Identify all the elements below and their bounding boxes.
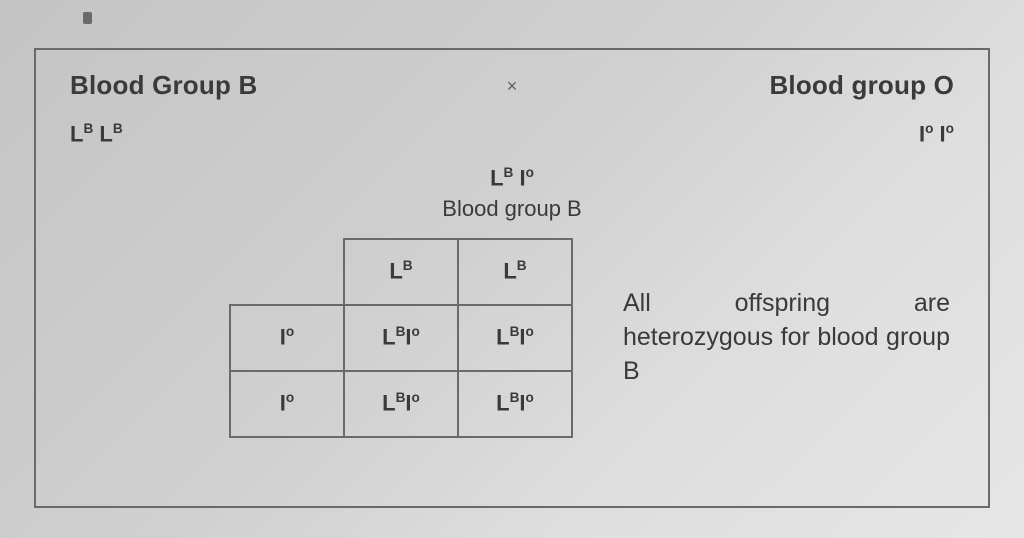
punnett-cell: LBIo (344, 305, 458, 371)
allele-base: L (496, 391, 509, 416)
allele-sup: B (396, 390, 406, 405)
genetics-panel: Blood Group B LB LB × Blood group O Io I… (34, 48, 990, 508)
allele-base: L (382, 325, 395, 350)
allele-base: L (382, 391, 395, 416)
allele-base: L (99, 121, 112, 146)
cross-symbol-col: × (369, 70, 656, 97)
allele-base: L (503, 259, 516, 284)
stray-mark (83, 12, 92, 24)
allele-sup: o (526, 165, 534, 180)
allele-sup: o (412, 390, 420, 405)
allele-sup: o (526, 390, 534, 405)
allele-sup: o (412, 324, 420, 339)
allele-sup: o (526, 324, 534, 339)
allele-sup: B (83, 121, 93, 136)
allele-sup: o (286, 390, 294, 405)
allele-base: L (389, 259, 402, 284)
punnett-table: LB LB Io LBIo LBIo (229, 238, 573, 438)
parent-left-genotype: LB LB (70, 121, 357, 147)
allele-sup: B (403, 258, 413, 273)
page: Blood Group B LB LB × Blood group O Io I… (0, 0, 1024, 538)
allele-sup: B (504, 165, 514, 180)
punnett-row-header: Io (230, 371, 344, 437)
parent-right-genotype: Io Io (667, 121, 954, 147)
offspring-phenotype: Blood group B (64, 196, 960, 222)
punnett-col-header: LB (458, 239, 572, 305)
allele-base: L (70, 121, 83, 146)
punnett-cell: LBIo (344, 371, 458, 437)
lower-row: LB LB Io LBIo LBIo (64, 238, 960, 438)
allele-sup: B (510, 324, 520, 339)
allele-sup: B (113, 121, 123, 136)
allele-sup: o (925, 121, 933, 136)
allele-sup: o (286, 324, 294, 339)
allele-sup: B (510, 390, 520, 405)
punnett-row-header: Io (230, 305, 344, 371)
allele-sup: B (396, 324, 406, 339)
punnett-square: LB LB Io LBIo LBIo (229, 238, 573, 438)
punnett-col-header: LB (344, 239, 458, 305)
parent-left-title: Blood Group B (70, 70, 357, 101)
punnett-cell: LBIo (458, 371, 572, 437)
parent-right: Blood group O Io Io (667, 70, 960, 147)
offspring-genotype: LB Io (64, 165, 960, 191)
cross-symbol: × (369, 70, 656, 97)
parents-row: Blood Group B LB LB × Blood group O Io I… (64, 70, 960, 147)
allele-base: L (490, 166, 503, 191)
table-row: LB LB (230, 239, 572, 305)
allele-sup: o (946, 121, 954, 136)
allele-sup: B (517, 258, 527, 273)
punnett-corner (230, 239, 344, 305)
offspring-note: All offspring are heterozygous for blood… (573, 287, 960, 388)
offspring-summary: LB Io Blood group B (64, 165, 960, 221)
parent-left: Blood Group B LB LB (64, 70, 357, 147)
parent-right-title: Blood group O (667, 70, 954, 101)
table-row: Io LBIo LBIo (230, 305, 572, 371)
allele-base: L (496, 325, 509, 350)
punnett-cell: LBIo (458, 305, 572, 371)
table-row: Io LBIo LBIo (230, 371, 572, 437)
